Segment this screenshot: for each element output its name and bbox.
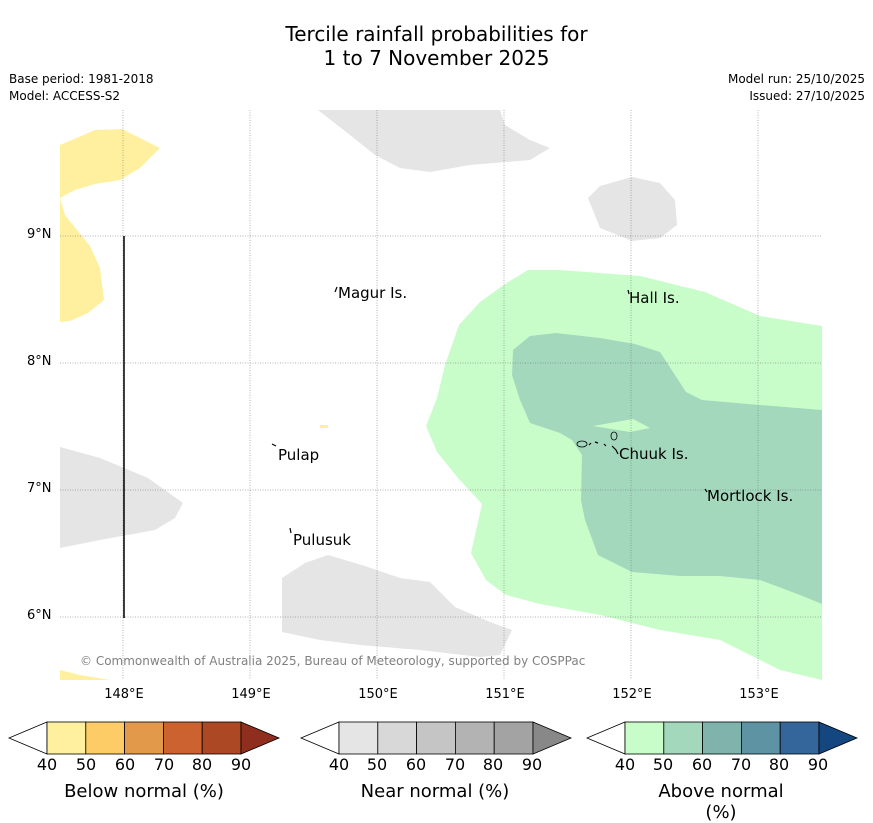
place-label-pulusuk: Pulusuk [293,531,351,549]
below-colorbar-segment-1 [85,721,126,755]
near-colorbar-over-arrow [532,721,573,755]
model-run-text: Model run: 25/10/2025 [727,72,865,86]
lat-label-9n: 9°N [27,227,52,242]
lon-label-149e: 149°E [231,687,271,702]
near-colorbar-segment-2 [416,721,456,755]
lon-label-151e: 151°E [485,687,525,702]
lat-label-7n: 7°N [27,481,52,496]
cb-above-tick-50: 50 [652,755,674,774]
colorbar-near-label: Near normal (%) [360,781,510,802]
above-colorbar-over-arrow [818,721,859,755]
below-colorbar-over-arrow [240,721,281,755]
colorbar-above-label: Above normal (%) [658,781,784,823]
lat-label-8n: 8°N [27,354,52,369]
above-colorbar-under-arrow [585,721,626,755]
near-colorbar-segment-0 [338,721,379,755]
magur-island-mark [334,286,338,293]
pulusuk-island-mark [289,527,292,534]
above-colorbar-segment-3 [741,721,781,755]
above-colorbar-segment-2 [702,721,742,755]
cb-below-tick-70: 70 [153,755,175,774]
above-normal-region-mid [512,333,822,604]
mortlock-island-mark [704,488,708,493]
base-period-text: Base period: 1981-2018 [9,72,154,86]
chuuk-island-marks [576,431,619,455]
above-colorbar-segment-4 [779,721,820,755]
colorbar-near [299,721,573,755]
below-normal-region-left [60,198,104,322]
above-colorbar-segment-0 [624,721,665,755]
below-normal-speck [320,425,328,428]
map-title-line1: Tercile rainfall probabilities for [285,22,588,46]
near-colorbar-under-arrow [299,721,340,755]
pulap-island-mark [271,443,277,447]
cb-below-tick-50: 50 [75,755,97,774]
cb-above-tick-80: 80 [768,755,790,774]
colorbar-above [585,721,859,755]
copyright-text: © Commonwealth of Australia 2025, Bureau… [80,654,586,668]
near-colorbar-segment-3 [454,721,495,755]
model-text: Model: ACCESS-S2 [9,89,121,103]
meta-right: Model run: 25/10/2025 Issued: 27/10/2025 [728,71,865,105]
graticule [60,110,822,680]
island-marks [271,286,708,534]
cb-above-tick-90: 90 [807,755,829,774]
near-normal-region-topright [588,177,677,241]
below-normal-region-bottomleft [60,670,110,680]
map-title-line2: 1 to 7 November 2025 [323,46,550,70]
place-label-chuuk: Chuuk Is. [619,445,689,463]
near-normal-region-bottom [282,555,512,657]
cb-above-tick-40: 40 [614,755,636,774]
issued-text: Issued: 27/10/2025 [749,89,865,103]
cb-near-tick-70: 70 [444,755,466,774]
colorbar-below-label: Below normal (%) [64,781,224,802]
place-label-hall: Hall Is. [629,289,680,307]
cb-above-tick-70: 70 [730,755,752,774]
near-normal-region-top [318,110,550,172]
below-colorbar-segment-3 [162,721,203,755]
cb-below-tick-60: 60 [114,755,136,774]
below-normal-region-topleft [60,129,160,198]
cb-above-tick-60: 60 [691,755,713,774]
map-title: Tercile rainfall probabilities for 1 to … [0,22,873,70]
hall-island-mark [627,289,630,295]
lon-label-150e: 150°E [358,687,398,702]
lat-label-6n: 6°N [27,608,52,623]
near-colorbar-segment-4 [493,721,534,755]
cb-below-tick-40: 40 [36,755,58,774]
cb-near-tick-60: 60 [405,755,427,774]
cb-near-tick-40: 40 [328,755,350,774]
below-colorbar-segment-0 [46,721,87,755]
cb-below-tick-90: 90 [230,755,252,774]
lon-label-153e: 153°E [739,687,779,702]
meta-left: Base period: 1981-2018 Model: ACCESS-S2 [9,71,154,105]
colorbars [7,721,859,755]
place-label-mortlock: Mortlock Is. [707,487,794,505]
cb-near-tick-90: 90 [521,755,543,774]
below-colorbar-segment-2 [124,721,164,755]
near-normal-region-left [60,447,183,548]
cb-below-tick-80: 80 [191,755,213,774]
lon-label-148e: 148°E [104,687,144,702]
colorbar-below [7,721,281,755]
above-colorbar-segment-1 [663,721,703,755]
place-label-pulap: Pulap [278,446,320,464]
lon-label-152e: 152°E [612,687,652,702]
above-normal-notch [593,419,650,432]
near-colorbar-segment-1 [377,721,417,755]
below-colorbar-under-arrow [7,721,48,755]
cb-near-tick-50: 50 [366,755,388,774]
place-label-magur: Magur Is. [338,284,408,302]
below-colorbar-segment-4 [201,721,242,755]
cb-near-tick-80: 80 [482,755,504,774]
